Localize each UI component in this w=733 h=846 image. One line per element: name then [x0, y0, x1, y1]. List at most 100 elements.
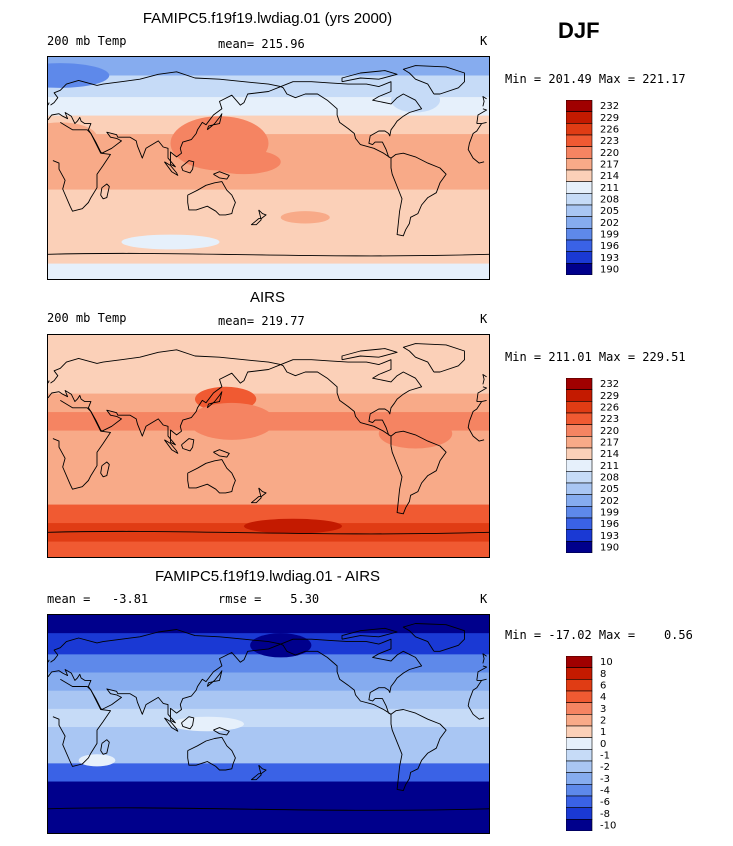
regional-feature	[121, 234, 220, 250]
colorbar-tick-label: 211	[600, 183, 619, 194]
coastline	[181, 716, 195, 730]
colorbar-swatch	[565, 99, 593, 112]
colorbar-tick-label: 205	[600, 206, 619, 217]
colorbar-tick-label: 2	[600, 715, 606, 726]
coastline	[52, 122, 485, 212]
colorbar-tick-label: 199	[600, 229, 619, 240]
coastline	[390, 430, 447, 515]
coastline	[213, 449, 230, 458]
colorbar-tick-label: -2	[600, 762, 610, 773]
coastline	[52, 678, 485, 767]
colorbar-swatch	[565, 251, 593, 264]
colorbar-swatch	[565, 667, 593, 680]
panel-mean-label-diff: mean = -3.81	[47, 592, 149, 606]
colorbar-swatch	[565, 134, 593, 147]
colorbar-swatch	[565, 111, 593, 124]
coastline	[280, 638, 423, 715]
colorbar-model: 232 229 226 223 220 217 214 211 208 205 202 199 196 1…	[565, 99, 636, 276]
colorbar-tick-label: 190	[600, 264, 619, 275]
coastline	[181, 160, 195, 174]
zonal-band	[48, 189, 489, 209]
colorbar-tick-label: -6	[600, 797, 610, 808]
colorbar-swatch	[565, 239, 593, 252]
coastline	[280, 81, 423, 159]
colorbar-swatch	[565, 158, 593, 171]
colorbar-tick-label: 196	[600, 519, 619, 530]
colorbar-tick-label: 229	[600, 391, 619, 402]
regional-feature	[170, 716, 244, 732]
coastline	[100, 461, 110, 478]
colorbar-swatch	[565, 506, 593, 519]
zonal-band	[48, 745, 489, 764]
coastline	[206, 113, 223, 131]
coastline	[402, 623, 465, 652]
colorbar-swatch	[565, 216, 593, 229]
colorbar-swatch	[565, 401, 593, 414]
coastline	[164, 161, 179, 176]
colorbar-tick-label: -3	[600, 774, 610, 785]
colorbar-tick-label: 226	[600, 402, 619, 413]
colorbar-tick-label: 199	[600, 507, 619, 518]
colorbar-swatch	[565, 679, 593, 692]
zonal-band	[48, 115, 489, 135]
colorbar-tick-label: 217	[600, 159, 619, 170]
colorbar-swatch	[565, 447, 593, 460]
colorbar-tick-label: -10	[600, 820, 616, 831]
coastline	[48, 374, 487, 385]
colorbar-tick-label: 232	[600, 101, 619, 112]
zonal-band	[48, 393, 489, 413]
colorbar-tick-label: 211	[600, 461, 619, 472]
colorbar-swatch	[565, 424, 593, 437]
panel-minmax-model: Min = 201.49 Max = 221.17	[505, 72, 686, 86]
coastline	[100, 739, 110, 755]
colorbar-swatch	[565, 784, 593, 797]
zonal-band	[48, 375, 489, 395]
zonal-band	[48, 817, 489, 833]
colorbar-swatch	[565, 459, 593, 472]
colorbar-tick-label: -4	[600, 785, 610, 796]
colorbar-swatch	[565, 377, 593, 390]
map-svg-1	[48, 335, 489, 557]
colorbar-swatch	[565, 702, 593, 715]
zonal-band	[48, 171, 489, 191]
colorbar-obs: 232 229 226 223 220 217 214 211 208 205 202 199 196 1…	[565, 377, 636, 554]
colorbar-svg-1: 2322292262232202172142112082052021991961…	[565, 377, 619, 554]
colorbar-tick-label: 208	[600, 194, 619, 205]
colorbar-swatch	[565, 795, 593, 808]
colorbar-tick-label: 208	[600, 472, 619, 483]
colorbar-tick-label: -8	[600, 809, 610, 820]
colorbar-swatch	[565, 541, 593, 554]
colorbar-swatch	[565, 749, 593, 762]
map-diff	[47, 614, 490, 834]
colorbar-tick-label: 214	[600, 171, 619, 182]
colorbar-tick-label: 196	[600, 241, 619, 252]
colorbar-swatch	[565, 772, 593, 785]
zonal-band	[48, 263, 489, 279]
coastline	[402, 343, 465, 373]
zonal-band	[48, 654, 489, 674]
colorbar-tick-label: 1	[600, 727, 606, 738]
panel-units-obs: K	[480, 312, 488, 326]
coastline-antarctica	[48, 530, 489, 535]
map-svg-2	[48, 615, 489, 833]
colorbar-swatch	[565, 471, 593, 484]
colorbar-swatch	[565, 263, 593, 276]
coastline	[206, 670, 223, 687]
coastline-antarctica	[48, 807, 489, 811]
coastline	[181, 438, 195, 452]
colorbar-tick-label: 6	[600, 680, 606, 691]
coastline	[250, 764, 267, 781]
zonal-band	[48, 353, 489, 376]
coastline	[187, 736, 236, 771]
panel-title-model: FAMIPC5.f19f19.lwdiag.01 (yrs 2000)	[142, 10, 393, 27]
panel-rmse-label-diff: rmse = 5.30	[218, 592, 320, 606]
colorbar-tick-label: 4	[600, 692, 606, 703]
colorbar-swatch	[565, 181, 593, 194]
colorbar-swatch	[565, 725, 593, 738]
colorbar-svg-0: 2322292262232202172142112082052021991961…	[565, 99, 619, 276]
panel-units-diff: K	[480, 592, 488, 606]
regional-feature	[188, 402, 275, 440]
zonal-band	[48, 708, 489, 728]
colorbar-swatch	[565, 529, 593, 542]
